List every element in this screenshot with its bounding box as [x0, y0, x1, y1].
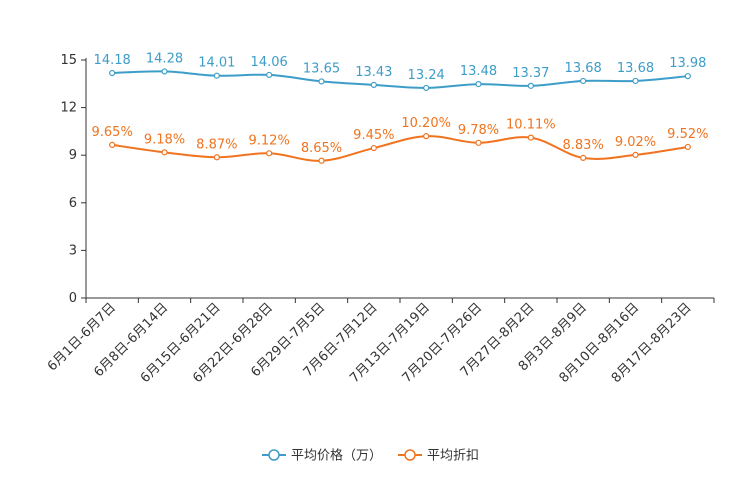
data-point: [423, 133, 430, 140]
data-point: [161, 68, 168, 75]
data-point: [475, 81, 482, 88]
data-point: [161, 149, 168, 156]
data-label: 10.20%: [401, 116, 451, 131]
chart-series: 14.18 14.28 14.01 14.06 13.65 13.43 13.24 13.48…: [92, 51, 708, 164]
data-label: 8.65%: [301, 141, 342, 156]
data-label: 13.68: [565, 61, 602, 76]
y-tick-label: 0: [69, 291, 77, 306]
data-label: 13.37: [512, 66, 549, 81]
data-point: [527, 134, 534, 141]
data-label: 10.11%: [506, 118, 556, 133]
data-point: [109, 141, 116, 148]
legend-item-avg-discount: 平均折扣: [398, 449, 479, 464]
data-point: [423, 84, 430, 92]
y-tick-label: 15: [60, 53, 77, 68]
series-avg-price: 14.18 14.28 14.01 14.06 13.65 13.43 13.24 13.48…: [94, 51, 706, 92]
data-point: [318, 157, 325, 164]
chart-axes: 036912156月1日-6月7日6月8日-6月14日6月15日-6月21日6月…: [45, 53, 715, 386]
chart-legend: 平均价格（万） 平均折扣: [262, 448, 479, 464]
y-tick-label: 3: [69, 243, 77, 258]
data-point: [580, 77, 587, 85]
data-point: [370, 81, 377, 89]
data-label: 13.65: [303, 61, 340, 76]
data-point: [632, 151, 639, 158]
legend-marker: [268, 449, 280, 461]
data-point: [632, 77, 639, 85]
series-line: [112, 135, 688, 162]
data-point: [527, 82, 534, 89]
data-label: 13.43: [355, 65, 392, 80]
data-point: [370, 144, 377, 152]
y-tick-label: 9: [69, 148, 77, 163]
data-label: 14.01: [198, 56, 235, 71]
data-point: [684, 73, 691, 80]
data-label: 9.65%: [92, 125, 133, 140]
data-label: 14.06: [251, 55, 288, 70]
data-label: 14.18: [94, 53, 131, 68]
data-label: 9.52%: [667, 127, 708, 142]
legend-label: 平均折扣: [427, 449, 479, 464]
data-label: 8.83%: [563, 138, 604, 153]
data-point: [475, 139, 482, 146]
data-label: 9.12%: [249, 133, 290, 148]
data-label: 13.98: [669, 56, 706, 71]
data-label: 9.02%: [615, 135, 656, 150]
data-point: [109, 69, 116, 77]
legend-item-avg-price: 平均价格（万）: [262, 448, 382, 464]
data-point: [266, 71, 273, 79]
data-label: 13.48: [460, 64, 497, 79]
data-label: 9.45%: [353, 128, 394, 143]
data-point: [580, 154, 587, 161]
legend-marker: [404, 449, 416, 461]
data-label: 13.68: [617, 61, 654, 76]
y-tick-label: 6: [69, 196, 77, 211]
data-label: 8.87%: [196, 137, 237, 152]
data-point: [318, 78, 325, 85]
y-tick-label: 12: [60, 101, 77, 116]
series-line: [112, 70, 688, 89]
data-point: [213, 72, 220, 79]
data-point: [213, 154, 220, 161]
data-label: 13.24: [408, 68, 445, 83]
series-avg-discount: 9.65% 9.18% 8.87% 9.12% 8.65% 9.45% 10.20% 9.78…: [92, 116, 708, 164]
data-label: 9.78%: [458, 123, 499, 138]
data-label: 9.18%: [144, 132, 185, 147]
data-point: [266, 150, 273, 157]
data-label: 14.28: [146, 51, 183, 66]
legend-label: 平均价格（万）: [291, 448, 382, 464]
data-point: [684, 143, 691, 151]
